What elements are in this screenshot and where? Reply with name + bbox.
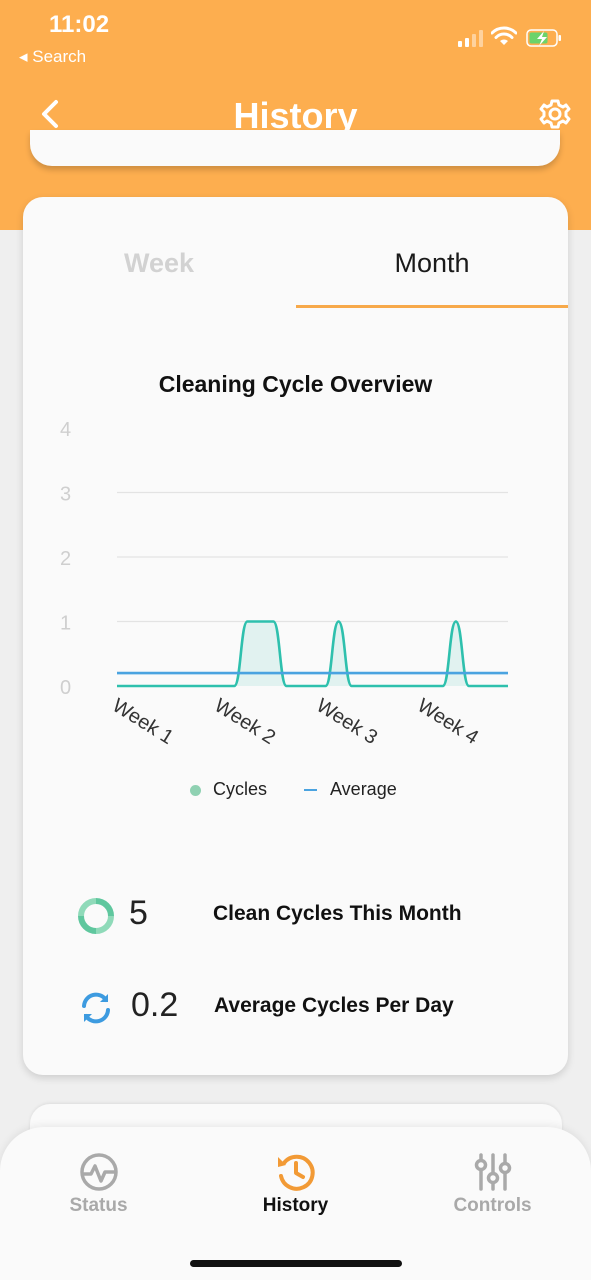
- bottom-tab-bar: Status History Controls: [0, 1127, 591, 1280]
- y-tick-label: 2: [60, 548, 71, 570]
- activity-icon: [80, 1153, 118, 1191]
- cellular-signal-icon: [458, 30, 483, 47]
- tab-controls-label: Controls: [453, 1195, 532, 1216]
- tab-status-label: Status: [69, 1195, 128, 1216]
- x-tick-label: Week 2: [210, 695, 279, 749]
- stat-clean-cycles: 5 Clean Cycles This Month: [23, 894, 568, 948]
- cycles-chart: 0 1 2 3 4 Week 1 Week 2 Week 3 Week 4: [60, 419, 508, 749]
- back-chevron-icon[interactable]: [36, 96, 64, 132]
- status-bar: 11:02 ◂ Search: [0, 0, 591, 70]
- y-tick-label: 3: [60, 484, 71, 506]
- gear-icon[interactable]: [538, 97, 572, 131]
- previous-card-edge: [30, 130, 560, 166]
- y-tick-label: 1: [60, 613, 71, 635]
- clean-cycles-label: Clean Cycles This Month: [213, 902, 462, 925]
- sync-icon: [82, 992, 110, 1024]
- battery-charging-icon: [526, 29, 561, 47]
- cycles-legend-label: Cycles: [213, 779, 268, 799]
- y-tick-label: 0: [60, 677, 71, 699]
- history-icon: [278, 1154, 315, 1191]
- average-cycles-label: Average Cycles Per Day: [214, 994, 454, 1017]
- tab-month[interactable]: Month: [394, 248, 470, 278]
- page-title: History: [233, 95, 358, 136]
- back-to-search-link[interactable]: ◂ Search: [19, 47, 87, 66]
- tab-controls[interactable]: Controls: [394, 1127, 591, 1237]
- average-cycles-value: 0.2: [131, 986, 179, 1024]
- sliders-icon: [474, 1153, 512, 1191]
- average-legend-marker: [304, 789, 317, 791]
- header-background: [0, 0, 591, 230]
- wifi-icon: [491, 26, 517, 45]
- active-tab-indicator: [296, 305, 568, 308]
- average-legend-label: Average: [330, 779, 397, 799]
- y-tick-label: 4: [60, 419, 71, 441]
- stat-average-cycles: 0.2 Average Cycles Per Day: [23, 986, 568, 1040]
- home-indicator: [190, 1260, 402, 1267]
- tab-history[interactable]: History: [197, 1127, 394, 1237]
- chart-title: Cleaning Cycle Overview: [158, 371, 433, 397]
- cycles-legend-marker: [190, 785, 201, 796]
- cycles-series-line: [117, 620, 508, 688]
- x-tick-label: Week 4: [413, 695, 482, 749]
- history-card: Week Month Cleaning Cycle Overview 0 1 2 3 4…: [23, 197, 568, 1075]
- clean-cycles-value: 5: [129, 894, 148, 932]
- x-tick-label: Week 3: [312, 695, 381, 749]
- chart-legend: Cycles Average: [23, 777, 568, 803]
- tab-status[interactable]: Status: [0, 1127, 197, 1237]
- x-tick-label: Week 1: [108, 695, 177, 749]
- tab-week[interactable]: Week: [123, 248, 195, 278]
- refresh-circle-icon: [78, 898, 114, 934]
- status-time: 11:02: [49, 11, 110, 38]
- tab-history-label: History: [262, 1195, 329, 1216]
